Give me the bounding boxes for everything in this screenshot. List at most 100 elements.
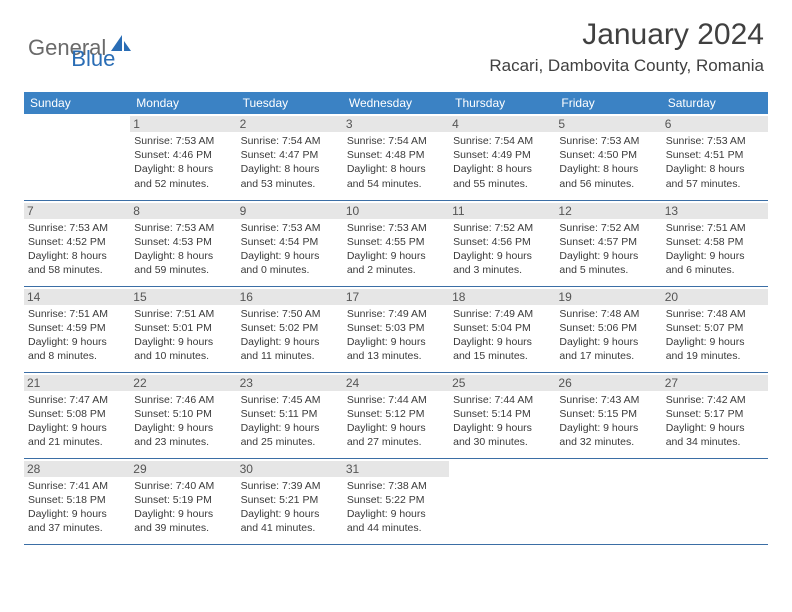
header: General Blue January 2024 Racari, Dambov… xyxy=(0,0,792,84)
sunset-text: Sunset: 5:12 PM xyxy=(347,407,445,421)
calendar-day-cell: 11Sunrise: 7:52 AMSunset: 4:56 PMDayligh… xyxy=(449,200,555,286)
day-info: Sunrise: 7:45 AMSunset: 5:11 PMDaylight:… xyxy=(241,393,339,450)
day-info: Sunrise: 7:54 AMSunset: 4:48 PMDaylight:… xyxy=(347,134,445,191)
title-block: January 2024 Racari, Dambovita County, R… xyxy=(489,18,764,76)
sunset-text: Sunset: 4:56 PM xyxy=(453,235,551,249)
day-number: 11 xyxy=(449,203,555,219)
calendar-day-cell: 21Sunrise: 7:47 AMSunset: 5:08 PMDayligh… xyxy=(24,372,130,458)
sunset-text: Sunset: 4:48 PM xyxy=(347,148,445,162)
daylight-text: Daylight: 9 hours and 19 minutes. xyxy=(666,335,764,363)
sunset-text: Sunset: 5:19 PM xyxy=(134,493,232,507)
sunrise-text: Sunrise: 7:47 AM xyxy=(28,393,126,407)
day-info: Sunrise: 7:53 AMSunset: 4:55 PMDaylight:… xyxy=(347,221,445,278)
calendar-week-row: 1Sunrise: 7:53 AMSunset: 4:46 PMDaylight… xyxy=(24,114,768,200)
sunrise-text: Sunrise: 7:53 AM xyxy=(666,134,764,148)
sunset-text: Sunset: 5:11 PM xyxy=(241,407,339,421)
calendar-day-cell: 14Sunrise: 7:51 AMSunset: 4:59 PMDayligh… xyxy=(24,286,130,372)
sunset-text: Sunset: 5:10 PM xyxy=(134,407,232,421)
day-number: 12 xyxy=(555,203,661,219)
day-info: Sunrise: 7:38 AMSunset: 5:22 PMDaylight:… xyxy=(347,479,445,536)
calendar-table: Sunday Monday Tuesday Wednesday Thursday… xyxy=(24,92,768,545)
calendar-day-cell: 26 Sunrise: 7:43 AMSunset: 5:15 PMDayligh… xyxy=(555,372,661,458)
sunrise-text: Sunrise: 7:48 AM xyxy=(559,307,657,321)
day-info: Sunrise: 7:48 AMSunset: 5:06 PMDaylight:… xyxy=(559,307,657,364)
daylight-text: Daylight: 9 hours and 23 minutes. xyxy=(134,421,232,449)
daylight-text: Daylight: 8 hours and 56 minutes. xyxy=(559,162,657,190)
calendar-day-cell: 1Sunrise: 7:53 AMSunset: 4:46 PMDaylight… xyxy=(130,114,236,200)
day-info: Sunrise: 7:54 AMSunset: 4:47 PMDaylight:… xyxy=(241,134,339,191)
day-info: Sunrise: 7:52 AMSunset: 4:57 PMDaylight:… xyxy=(559,221,657,278)
day-number: 24 xyxy=(343,375,449,391)
logo: General Blue xyxy=(28,24,115,72)
day-info: Sunrise: 7:53 AMSunset: 4:54 PMDaylight:… xyxy=(241,221,339,278)
calendar-day-cell: 25 Sunrise: 7:44 AMSunset: 5:14 PMDayligh… xyxy=(449,372,555,458)
sunrise-text: Sunrise: 7:53 AM xyxy=(559,134,657,148)
day-info: Sunrise: 7:42 AMSunset: 5:17 PMDaylight:… xyxy=(666,393,764,450)
calendar-day-cell: 29Sunrise: 7:40 AMSunset: 5:19 PMDayligh… xyxy=(130,458,236,544)
sunrise-text: Sunrise: 7:54 AM xyxy=(453,134,551,148)
day-info: Sunrise: 7:53 AMSunset: 4:53 PMDaylight:… xyxy=(134,221,232,278)
daylight-text: Daylight: 9 hours and 34 minutes. xyxy=(666,421,764,449)
daylight-text: Daylight: 9 hours and 2 minutes. xyxy=(347,249,445,277)
daylight-text: Daylight: 9 hours and 32 minutes. xyxy=(559,421,657,449)
sunrise-text: Sunrise: 7:45 AM xyxy=(241,393,339,407)
sunset-text: Sunset: 4:54 PM xyxy=(241,235,339,249)
weekday-header: Thursday xyxy=(449,92,555,114)
calendar-day-cell: 17Sunrise: 7:49 AMSunset: 5:03 PMDayligh… xyxy=(343,286,449,372)
sunrise-text: Sunrise: 7:51 AM xyxy=(666,221,764,235)
sunrise-text: Sunrise: 7:53 AM xyxy=(241,221,339,235)
sunset-text: Sunset: 5:03 PM xyxy=(347,321,445,335)
day-number: 18 xyxy=(449,289,555,305)
day-info: Sunrise: 7:53 AMSunset: 4:51 PMDaylight:… xyxy=(666,134,764,191)
daylight-text: Daylight: 9 hours and 10 minutes. xyxy=(134,335,232,363)
calendar-day-cell: 9Sunrise: 7:53 AMSunset: 4:54 PMDaylight… xyxy=(237,200,343,286)
sunrise-text: Sunrise: 7:42 AM xyxy=(666,393,764,407)
calendar-day-cell: 5Sunrise: 7:53 AMSunset: 4:50 PMDaylight… xyxy=(555,114,661,200)
sunset-text: Sunset: 4:50 PM xyxy=(559,148,657,162)
day-number: 26 xyxy=(555,375,661,391)
calendar-week-row: 28Sunrise: 7:41 AMSunset: 5:18 PMDayligh… xyxy=(24,458,768,544)
daylight-text: Daylight: 9 hours and 11 minutes. xyxy=(241,335,339,363)
day-number: 16 xyxy=(237,289,343,305)
day-number: 8 xyxy=(130,203,236,219)
sunset-text: Sunset: 5:06 PM xyxy=(559,321,657,335)
daylight-text: Daylight: 8 hours and 58 minutes. xyxy=(28,249,126,277)
sunset-text: Sunset: 4:47 PM xyxy=(241,148,339,162)
day-info: Sunrise: 7:54 AMSunset: 4:49 PMDaylight:… xyxy=(453,134,551,191)
sunset-text: Sunset: 5:04 PM xyxy=(453,321,551,335)
calendar-day-cell: 15Sunrise: 7:51 AMSunset: 5:01 PMDayligh… xyxy=(130,286,236,372)
calendar-day-cell: 18Sunrise: 7:49 AMSunset: 5:04 PMDayligh… xyxy=(449,286,555,372)
sunrise-text: Sunrise: 7:48 AM xyxy=(666,307,764,321)
day-number: 14 xyxy=(24,289,130,305)
calendar-day-cell: 16Sunrise: 7:50 AMSunset: 5:02 PMDayligh… xyxy=(237,286,343,372)
daylight-text: Daylight: 8 hours and 52 minutes. xyxy=(134,162,232,190)
daylight-text: Daylight: 9 hours and 44 minutes. xyxy=(347,507,445,535)
calendar-day-cell: 10Sunrise: 7:53 AMSunset: 4:55 PMDayligh… xyxy=(343,200,449,286)
daylight-text: Daylight: 8 hours and 54 minutes. xyxy=(347,162,445,190)
day-number: 21 xyxy=(24,375,130,391)
sunset-text: Sunset: 4:58 PM xyxy=(666,235,764,249)
day-info: Sunrise: 7:51 AMSunset: 4:58 PMDaylight:… xyxy=(666,221,764,278)
daylight-text: Daylight: 9 hours and 30 minutes. xyxy=(453,421,551,449)
calendar-day-cell: 6Sunrise: 7:53 AMSunset: 4:51 PMDaylight… xyxy=(662,114,768,200)
sunset-text: Sunset: 5:07 PM xyxy=(666,321,764,335)
calendar-day-cell: 23Sunrise: 7:45 AMSunset: 5:11 PMDayligh… xyxy=(237,372,343,458)
daylight-text: Daylight: 8 hours and 55 minutes. xyxy=(453,162,551,190)
day-info: Sunrise: 7:40 AMSunset: 5:19 PMDaylight:… xyxy=(134,479,232,536)
day-number: 25 xyxy=(449,375,555,391)
day-number: 20 xyxy=(662,289,768,305)
calendar-day-cell xyxy=(555,458,661,544)
calendar-day-cell xyxy=(449,458,555,544)
daylight-text: Daylight: 8 hours and 53 minutes. xyxy=(241,162,339,190)
sunrise-text: Sunrise: 7:39 AM xyxy=(241,479,339,493)
calendar-day-cell: 7Sunrise: 7:53 AMSunset: 4:52 PMDaylight… xyxy=(24,200,130,286)
sunrise-text: Sunrise: 7:52 AM xyxy=(453,221,551,235)
day-number: 3 xyxy=(343,116,449,132)
day-number: 19 xyxy=(555,289,661,305)
day-info: Sunrise: 7:53 AMSunset: 4:46 PMDaylight:… xyxy=(134,134,232,191)
sunset-text: Sunset: 5:17 PM xyxy=(666,407,764,421)
day-info: Sunrise: 7:43 AMSunset: 5:15 PMDaylight:… xyxy=(559,393,657,450)
daylight-text: Daylight: 9 hours and 39 minutes. xyxy=(134,507,232,535)
day-info: Sunrise: 7:44 AMSunset: 5:14 PMDaylight:… xyxy=(453,393,551,450)
day-info: Sunrise: 7:39 AMSunset: 5:21 PMDaylight:… xyxy=(241,479,339,536)
